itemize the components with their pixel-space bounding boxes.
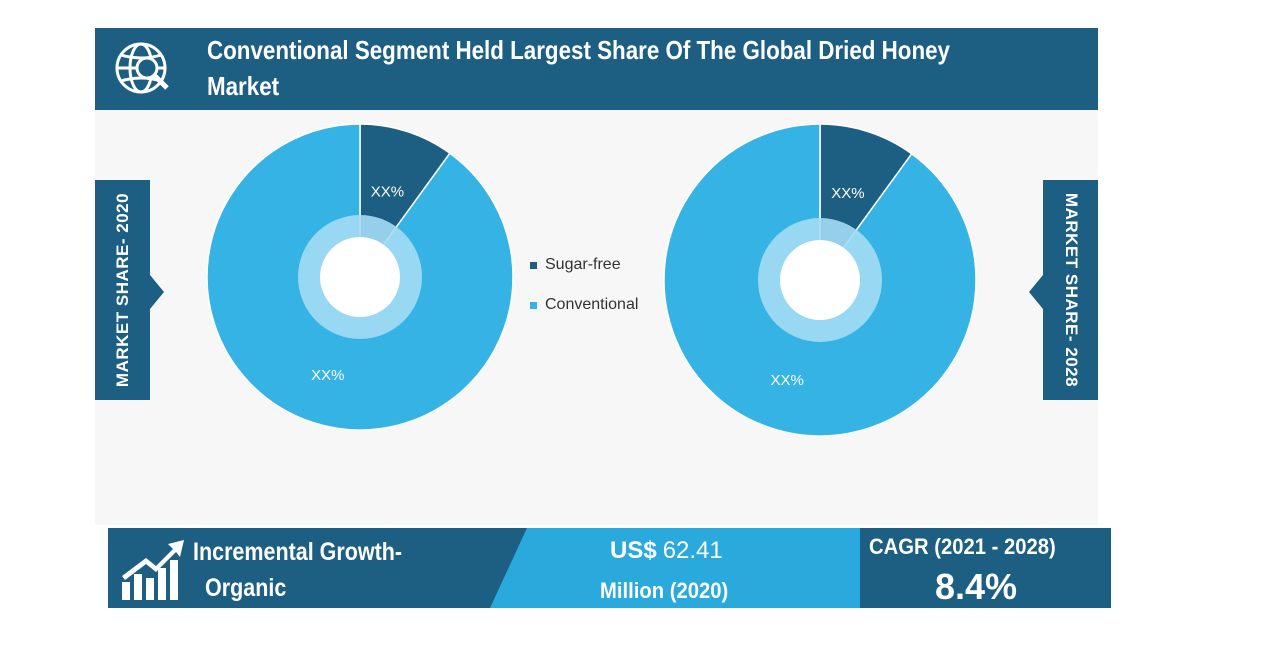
slice-label: XX% (771, 372, 804, 389)
cagr-label: CAGR (2021 - 2028) (869, 534, 1056, 559)
donut-chart-0: XX% XX% (206, 123, 514, 431)
growth-label-line-1: Incremental Growth- (193, 538, 403, 566)
legend-label: Sugar-free (545, 256, 621, 273)
legend-item-conventional: Conventional (530, 294, 638, 316)
page-title: Conventional Segment Held Largest Share … (207, 32, 964, 104)
globe-search-icon (115, 42, 169, 94)
donut-hole (320, 237, 400, 317)
incremental-growth-label: Incremental Growth- Organic (193, 534, 402, 606)
slice-label: XX% (311, 367, 344, 384)
legend-label: Conventional (545, 296, 639, 313)
donut-chart-1: XX% XX% (663, 123, 977, 437)
side-tab-2028: MARKET SHARE- 2028 (1029, 180, 1098, 400)
title-line-2: Market (207, 71, 280, 101)
growth-unit: Million (2020) (600, 578, 729, 603)
side-tab-notch (1029, 275, 1043, 309)
legend: Sugar-free Conventional (530, 254, 638, 334)
header-banner: Conventional Segment Held Largest Share … (95, 28, 1098, 110)
growth-number: 62.41 (662, 537, 723, 564)
cagr-value: 8.4% (935, 566, 1018, 607)
side-tab-notch (150, 275, 164, 309)
growth-chart-icon (122, 540, 184, 600)
growth-label-line-2: Organic (205, 574, 287, 602)
title-line-1: Conventional Segment Held Largest Share … (207, 35, 950, 65)
currency-prefix: US$ (610, 537, 657, 564)
side-tab-2020: MARKET SHARE- 2020 (95, 180, 164, 400)
donut-hole (780, 240, 860, 320)
footer-value-band (490, 528, 860, 608)
slice-label: XX% (831, 185, 864, 202)
legend-swatch (530, 301, 537, 309)
legend-item-sugar-free: Sugar-free (530, 254, 638, 276)
legend-swatch (530, 261, 537, 269)
growth-value: US$ 62.41 (610, 537, 723, 565)
slice-label: XX% (371, 184, 404, 201)
